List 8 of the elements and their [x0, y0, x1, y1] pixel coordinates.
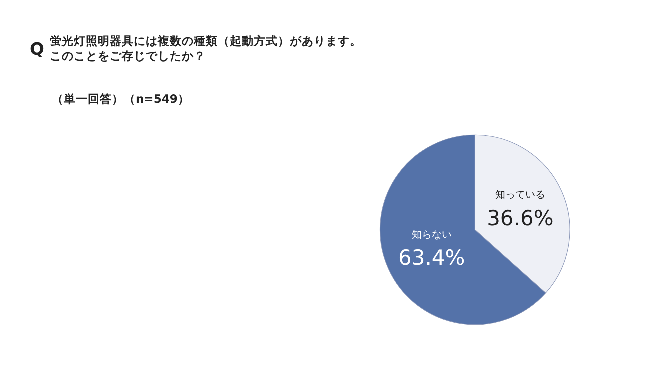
slice-label: 知っている — [495, 189, 546, 202]
data-label: 36.6% — [487, 206, 554, 230]
text: （単一回答）（n=549） — [52, 92, 190, 106]
text: Q — [30, 40, 44, 60]
text: 蛍光灯照明器具には複数の種類（起動方式）があります。 — [50, 34, 362, 48]
slice-label: 知らない — [412, 228, 452, 241]
text: このことをご存じでしたか？ — [50, 48, 206, 63]
data-label: 63.4% — [398, 246, 466, 270]
